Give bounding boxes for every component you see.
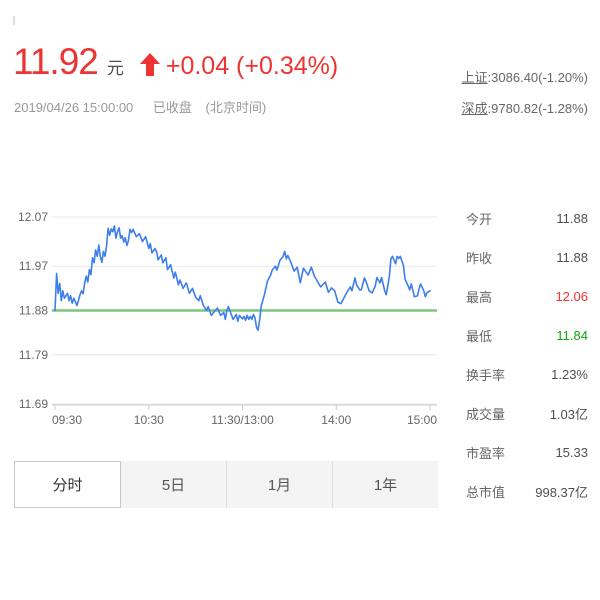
index-label-shenzhen[interactable]: 深成 [461, 101, 488, 116]
price-change: +0.04 (+0.34%) [165, 52, 339, 80]
svg-text:09:30: 09:30 [52, 413, 82, 427]
index-link-shenzhen[interactable]: 深成:9780.82(-1.28%) [462, 98, 588, 117]
stat-label: 最低 [466, 329, 493, 344]
svg-text:14:00: 14:00 [321, 413, 351, 427]
index-value-shenzhen: :9780.82(-1.28%) [487, 101, 588, 116]
stat-label: 今开 [466, 212, 493, 227]
up-arrow-icon [139, 53, 160, 77]
index-label-shanghai[interactable]: 上证 [461, 70, 488, 85]
stat-row-volume: 成交量 1.03亿 [466, 394, 588, 433]
stat-value: 12.06 [555, 289, 588, 304]
stat-value: 1.03亿 [549, 407, 588, 422]
tab-5day[interactable]: 5日 [161, 477, 186, 494]
svg-text:11.97: 11.97 [19, 259, 48, 273]
market-indices: 上证:3086.40(-1.20%) 深成:9780.82(-1.28%) [462, 67, 588, 129]
tab-1year[interactable]: 1年 [332, 461, 438, 508]
timezone-note: (北京时间) [205, 100, 267, 115]
stat-value: 1.23% [551, 367, 588, 382]
svg-text:11:30/13:00: 11:30/13:00 [211, 413, 274, 427]
svg-text:11.88: 11.88 [19, 304, 48, 318]
svg-text:11.69: 11.69 [19, 397, 48, 411]
stat-row-turnover-rate: 换手率 1.23% [466, 355, 588, 394]
price-header: 11.92 元 +0.04 (+0.34%) [13, 40, 338, 84]
index-link-shanghai[interactable]: 上证:3086.40(-1.20%) [462, 67, 588, 86]
stat-row-open: 今开 11.88 [466, 199, 588, 238]
stat-value: 15.33 [555, 445, 588, 460]
stats-panel: 今开 11.88 昨收 11.88 最高 12.06 最低 11.84 换手率 … [466, 199, 588, 511]
quote-datetime: 2019/04/26 15:00:00 [14, 100, 134, 115]
quote-datetime-row: 2019/04/26 15:00:00 已收盘 (北京时间) [14, 97, 266, 116]
stat-label: 最高 [466, 290, 493, 305]
tab-minute[interactable]: 分时 [14, 461, 121, 508]
intraday-price-chart: 12.07 11.97 11.88 11.79 11.69 09:30 10:30 11:30… [0, 195, 450, 435]
price-chart-svg: 12.07 11.97 11.88 11.79 11.69 09:30 10:30 11:30… [18, 210, 437, 427]
stat-label: 昨收 [466, 251, 493, 266]
stat-label: 成交量 [466, 407, 506, 422]
period-tab-bar: 分时 5日 1月 1年 [14, 461, 438, 508]
stat-row-low: 最低 11.84 [466, 316, 588, 355]
stat-label: 总市值 [466, 485, 506, 500]
currency-unit: 元 [106, 59, 124, 78]
stat-row-market-cap: 总市值 998.37亿 [466, 472, 588, 511]
stat-label: 市盈率 [466, 446, 506, 461]
stat-value: 998.37亿 [535, 485, 588, 500]
current-price: 11.92 [13, 41, 99, 82]
svg-text:15:00: 15:00 [407, 413, 437, 427]
svg-text:10:30: 10:30 [134, 413, 164, 427]
stat-value: 11.88 [556, 250, 588, 265]
svg-text:11.79: 11.79 [19, 348, 48, 362]
market-status: 已收盘 [152, 100, 192, 115]
stat-row-high: 最高 12.06 [466, 277, 588, 316]
stray-mark [13, 16, 15, 25]
svg-text:12.07: 12.07 [18, 210, 48, 224]
stat-row-prev-close: 昨收 11.88 [466, 238, 588, 277]
stat-value: 11.88 [556, 211, 588, 226]
stat-label: 换手率 [466, 368, 506, 383]
stat-value: 11.84 [556, 328, 588, 343]
index-value-shanghai: :3086.40(-1.20%) [487, 70, 588, 85]
stat-row-pe-ratio: 市盈率 15.33 [466, 433, 588, 472]
tab-1month[interactable]: 1月 [226, 461, 332, 508]
